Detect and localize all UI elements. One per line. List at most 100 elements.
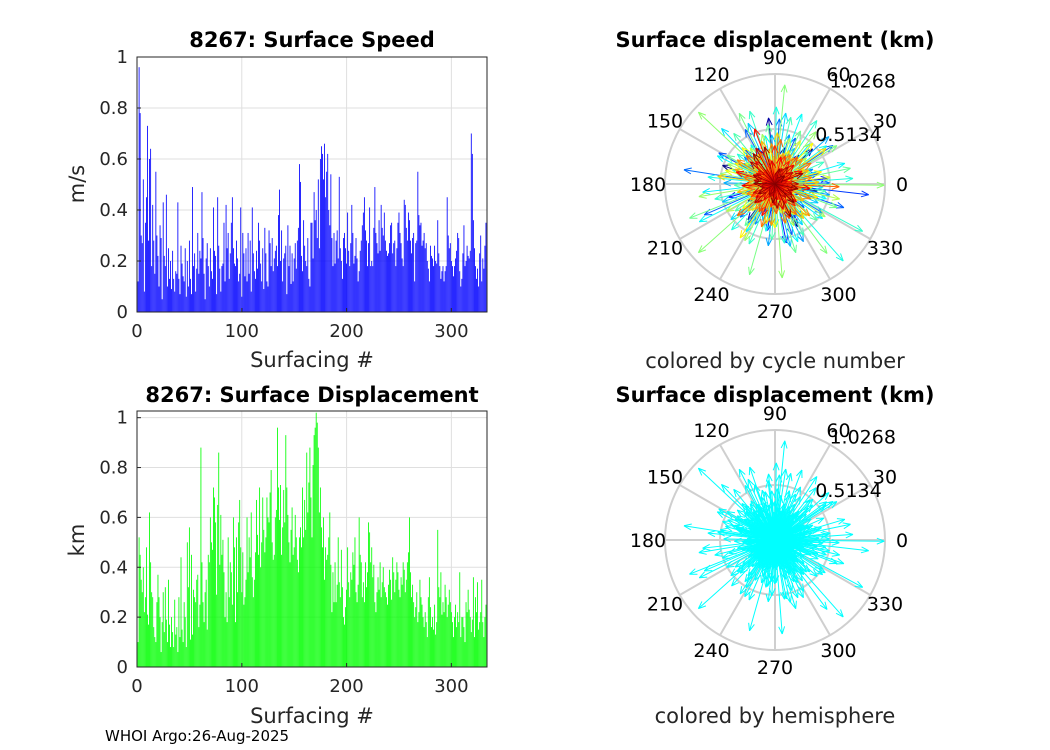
polar-hemisphere-vector-head <box>845 531 854 535</box>
displacement-bar <box>355 592 357 667</box>
displacement-bar <box>283 489 285 667</box>
polar-hemisphere-vector-head <box>761 489 768 497</box>
displacement-bar <box>285 435 287 667</box>
displacement-bar <box>173 647 175 667</box>
displacement-bar <box>314 427 316 667</box>
polar-cycle-vector-head <box>804 192 811 200</box>
displacement-bar <box>254 552 256 667</box>
polar-hemisphere-vector-head <box>795 555 804 558</box>
polar-hemisphere-vector-head <box>768 499 772 508</box>
displacement-bar <box>141 592 143 667</box>
displacement-bar <box>286 487 288 667</box>
polar-hemisphere-vector-head <box>776 495 782 503</box>
displacement-bar <box>353 564 355 667</box>
polar-hemisphere-vector-head <box>793 496 801 502</box>
displacement-bar <box>324 579 325 667</box>
displacement-bar <box>289 562 291 667</box>
polar-hemisphere-vector-head <box>784 591 787 600</box>
displacement-bar <box>356 602 358 667</box>
polar-cycle-vector-head <box>723 182 732 187</box>
polar-cycle-vector-head <box>774 168 781 176</box>
polar-cycle-vector-head <box>755 160 763 166</box>
displacement-bar <box>461 617 463 667</box>
polar-cycle-angle-label: 120 <box>693 64 729 86</box>
speed-bar <box>470 133 472 312</box>
displacement-bar <box>347 547 349 667</box>
polar-cycle-angle-label: 300 <box>820 284 856 306</box>
displacement-bar <box>395 579 397 667</box>
speed-bar <box>230 222 232 312</box>
speed-bar <box>157 255 159 312</box>
polar-hemisphere-vector <box>774 440 786 541</box>
speed-title: 8267: Surface Speed <box>189 28 435 52</box>
speed-bar <box>213 207 214 312</box>
polar-hemisphere-vector-head <box>832 550 840 556</box>
polar-cycle-vector-head <box>697 112 703 120</box>
displacement-bar <box>391 599 393 667</box>
displacement-bar <box>297 572 299 667</box>
polar-hemisphere-vector-head <box>698 571 705 579</box>
polar-cycle-vector-head <box>794 156 799 165</box>
displacement-bar <box>220 514 222 667</box>
speed-bar <box>465 261 467 312</box>
polar-hemisphere-vector-head <box>749 624 755 632</box>
speed-bar <box>292 281 294 312</box>
displacement-bar <box>389 569 390 667</box>
displacement-bar <box>325 547 327 667</box>
polar-hemisphere-vector-head <box>842 522 851 525</box>
displacement-bar <box>161 622 163 667</box>
speed-bar <box>371 261 373 312</box>
polar-cycle-vector-head <box>818 145 827 149</box>
polar-cycle-vector-head <box>811 181 820 186</box>
displacement-bar <box>270 470 272 667</box>
polar-hemisphere-vector-head <box>741 537 750 543</box>
polar-hemisphere-vector-head <box>789 494 791 503</box>
speed-bar <box>168 248 169 312</box>
polar-hemisphere-vector-head <box>781 468 787 477</box>
speed-bar <box>344 232 345 312</box>
polar-cycle-vector <box>774 166 789 185</box>
polar-hemisphere-radius-label: 0.5134 <box>815 480 881 502</box>
displacement-bar <box>304 499 306 667</box>
polar-hemisphere-vector-head <box>831 538 840 544</box>
polar-hemisphere-vector-head <box>787 544 793 552</box>
polar-hemisphere-vector-head <box>794 486 801 493</box>
polar-cycle-vector <box>758 183 776 195</box>
polar-hemisphere-vector-head <box>766 505 770 514</box>
polar-hemisphere-vector-head <box>735 564 744 568</box>
polar-cycle-vector-head <box>768 199 772 208</box>
polar-cycle-vector-head <box>731 226 740 231</box>
polar-cycle-vector-head <box>785 239 791 247</box>
speed-bar <box>443 281 445 312</box>
displacement-bar <box>448 589 450 667</box>
displacement-bar <box>349 597 351 667</box>
polar-cycle-vector-head <box>727 163 734 170</box>
polar-hemisphere-vector-head <box>775 512 782 520</box>
polar-cycle-vector-head <box>752 187 760 194</box>
polar-hemisphere-vector-head <box>785 472 792 481</box>
polar-cycle-vector-head <box>787 188 793 196</box>
polar-cycle-vector-head <box>785 215 787 224</box>
polar-cycle-vector-head <box>876 181 885 186</box>
speed-bar <box>390 225 392 312</box>
displacement-bar <box>290 529 292 667</box>
polar-cycle-vector-head <box>707 176 716 182</box>
speed-bar <box>326 171 328 312</box>
polar-hemisphere-vector-head <box>804 504 813 509</box>
speed-bar <box>351 204 353 312</box>
polar-cycle-vector-head <box>698 111 707 116</box>
speed-bar <box>287 225 289 312</box>
speed-bar <box>461 278 463 312</box>
speed-bar <box>186 261 188 312</box>
polar-cycle-vector-head <box>798 194 805 201</box>
displacement-bar <box>368 522 370 667</box>
polar-hemisphere-vector <box>758 539 776 551</box>
polar-hemisphere-angle-label: 0 <box>896 530 908 552</box>
displacement-bar <box>176 627 178 667</box>
polar-cycle-vector-head <box>757 199 766 204</box>
polar-cycle-vector-head <box>714 198 723 201</box>
polar-hemisphere-vector-head <box>857 580 864 588</box>
polar-cycle-vector-head <box>747 183 755 189</box>
speed-bar <box>171 289 172 312</box>
polar-cycle-vector-head <box>760 186 769 189</box>
